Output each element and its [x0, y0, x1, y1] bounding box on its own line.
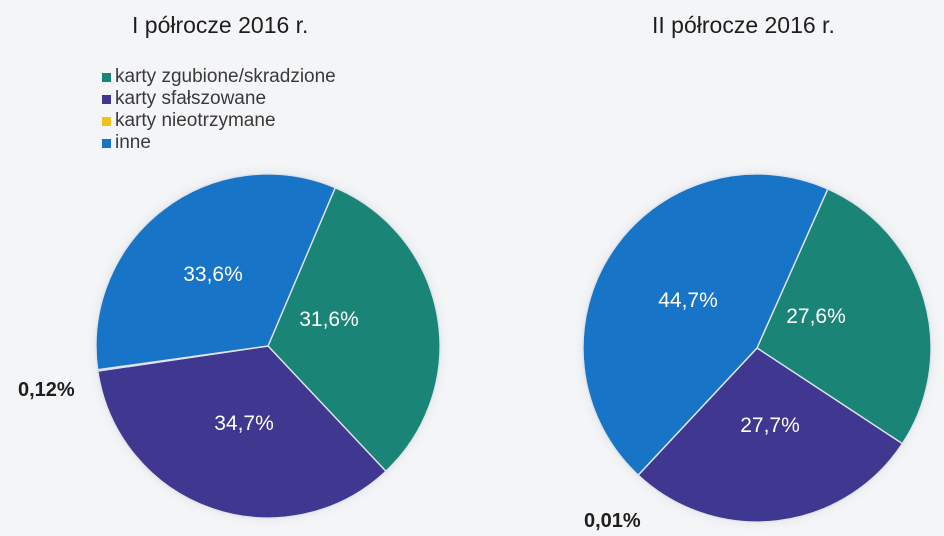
slice-label-outer: 0,01%: [584, 510, 641, 532]
slice-label-outer: 0,12%: [18, 379, 75, 401]
legend-swatch: [102, 94, 111, 104]
legend-label: karty nieotrzymane: [115, 110, 276, 131]
pie-slice: [756, 188, 932, 445]
slice-label: 44,7%: [658, 289, 718, 312]
legend-swatch: [102, 72, 111, 82]
slice-label: 27,7%: [740, 414, 800, 437]
chart-title-1: I półrocze 2016 r.: [132, 12, 309, 38]
legend-swatch: [102, 116, 111, 126]
chart-title-2: II półrocze 2016 r.: [652, 12, 835, 38]
pie-slice: [267, 186, 441, 472]
legend-item-counterfeit: karty sfałszowane: [102, 88, 336, 110]
legend-label: karty sfałszowane: [115, 88, 267, 109]
legend-item-lost-stolen: karty zgubione/skradzione: [102, 66, 336, 88]
pie-chart-2: 27,6% 27,7% 44,7% 0,01%: [571, 162, 943, 534]
pie-slice: [637, 347, 904, 523]
slice-label: 34,7%: [214, 412, 274, 435]
legend-label: karty zgubione/skradzione: [115, 66, 336, 87]
legend-item-not-received: karty nieotrzymane: [102, 110, 336, 132]
pie-slice: [582, 173, 829, 476]
legend-item-other: inne: [102, 132, 336, 154]
slice-label: 33,6%: [183, 263, 243, 286]
legend: karty zgubione/skradzione karty sfałszow…: [102, 66, 336, 154]
slice-label: 27,6%: [786, 305, 846, 328]
legend-label: inne: [115, 132, 151, 153]
pie-slice: [95, 173, 336, 371]
slice-label: 31,6%: [299, 308, 359, 331]
pie-chart-1: 31,6% 34,7% 33,6% 0,12%: [18, 162, 452, 530]
pie-slice: [97, 345, 387, 519]
legend-swatch: [102, 138, 111, 148]
